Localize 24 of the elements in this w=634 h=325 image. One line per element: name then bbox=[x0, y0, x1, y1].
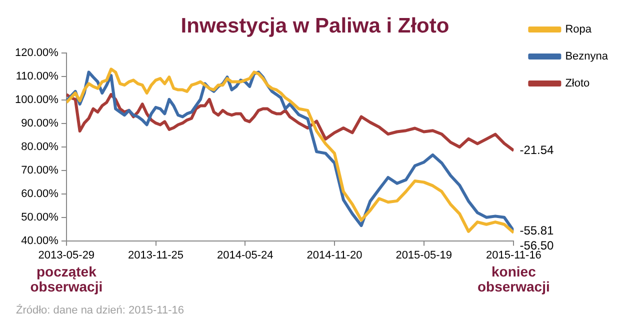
chart-title: Inwestycja w Paliwa i Złoto bbox=[180, 14, 450, 38]
y-tick-label: 120.00% bbox=[14, 47, 59, 60]
text: początek obserwacji bbox=[30, 264, 103, 295]
text: koniec obserwacji bbox=[478, 264, 550, 295]
y-tick-label: 110.00% bbox=[16, 70, 59, 83]
x-tick-label: 2013-11-25 bbox=[128, 249, 184, 262]
y-tick-label: 60.00% bbox=[21, 188, 59, 200]
y-tick-label: 80.00% bbox=[21, 141, 59, 154]
y-tick-label: 90.00% bbox=[21, 118, 59, 130]
y-tick-label: 70.00% bbox=[21, 164, 59, 176]
y-tick-label: 40.00% bbox=[21, 234, 59, 247]
annotation: -21.54 bbox=[520, 142, 554, 157]
annotation: -55.81 bbox=[520, 223, 554, 238]
legend-label: Beznyna bbox=[565, 50, 609, 63]
y-tick-label: 50.00% bbox=[21, 211, 59, 224]
legend-label: Złoto bbox=[565, 78, 590, 90]
y-tick-label: 100.00% bbox=[14, 94, 59, 106]
x-tick-label: 2015-05-19 bbox=[396, 249, 452, 262]
x-tick-label: 2014-05-24 bbox=[216, 249, 274, 262]
x-tick-label: 2015-11-16 bbox=[486, 249, 542, 262]
text: Źródło: dane na dzień: 2015-11-16 bbox=[16, 304, 184, 317]
x-tick-label: 2013-05-29 bbox=[38, 249, 95, 262]
legend-label: Ropa bbox=[565, 24, 592, 36]
x-tick-label: 2014-11-20 bbox=[306, 249, 362, 262]
